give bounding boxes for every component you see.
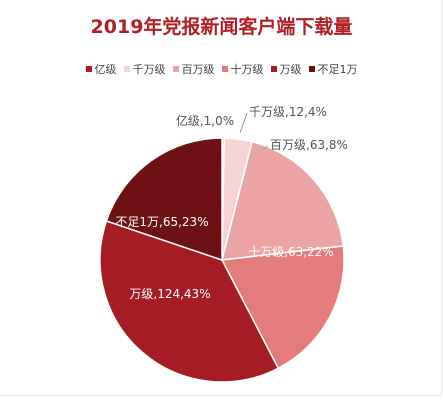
slice-label: 亿级,1,0% [176,113,234,128]
legend-label: 十万级 [230,63,264,76]
slice-label: 不足1万,65,23% [115,215,208,229]
legend-swatch [221,66,228,72]
legend-item: 亿级 [85,61,117,77]
legend-item: 万级 [270,61,302,77]
legend-swatch [172,66,179,72]
legend-label: 万级 [279,63,302,76]
legend-swatch [85,66,92,72]
pie-slice [221,140,345,261]
legend-item: 千万级 [123,61,166,77]
chart-title: 2019年党报新闻客户端下载量 [90,16,353,38]
slice-label: 千万级,12,4% [249,105,327,119]
legend-label: 千万级 [132,63,166,76]
legend-swatch [270,66,277,72]
chart-legend: 亿级 千万级 百万级 十万级 万级 不足1万 [0,61,443,77]
legend-label: 亿级 [94,63,117,76]
slice-label: 百万级,63,8% [270,138,348,152]
legend-label: 不足1万 [317,63,358,76]
legend-swatch [308,66,315,72]
legend-item: 不足1万 [308,61,358,77]
pie-slice [220,245,345,370]
pie-slice [105,137,223,262]
leader-line [262,145,269,151]
legend-item: 十万级 [221,61,264,77]
legend-label: 百万级 [181,63,215,76]
legend-item: 百万级 [172,61,215,77]
leader-line [239,112,248,134]
slice-label: 万级,124,43% [129,287,210,301]
slice-label: 十万级,63,22% [248,245,334,259]
legend-swatch [123,66,130,72]
pie-slice [99,220,280,383]
